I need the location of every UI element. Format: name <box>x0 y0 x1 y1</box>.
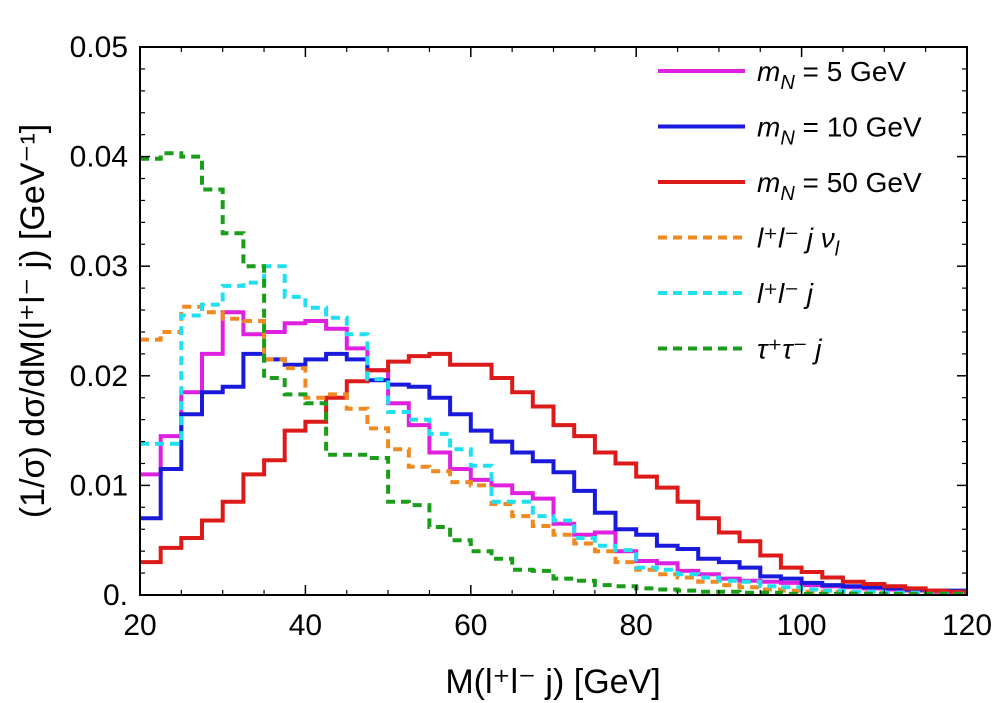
y-tick-label: 0.02 <box>70 360 128 393</box>
plot-frame <box>139 46 968 596</box>
legend-label-6: τ⁺τ⁻ j <box>757 334 822 365</box>
x-tick-label: 20 <box>123 609 156 642</box>
series-line-3 <box>140 351 967 594</box>
series-layer <box>140 151 967 596</box>
legend-label-1: mN = 5 GeV <box>757 56 906 94</box>
y-axis-title: (1/σ) dσ/dM(l⁺l⁻ j) [GeV⁻¹] <box>14 124 52 518</box>
y-tick-label: 0.01 <box>70 469 128 502</box>
ticks-layer: 20 40 60 80 100 120 0. 0.01 0.02 0.03 0.04 0.05 <box>70 31 992 642</box>
y-tick-label: 0.03 <box>70 250 128 283</box>
legend: mN = 5 GeV mN = 10 GeV mN = 50 GeV l⁺l⁻ j ν… <box>658 56 922 365</box>
y-tick-label: 0.05 <box>70 31 128 64</box>
y-tick-label: 0. <box>103 579 128 612</box>
x-tick-label: 120 <box>942 609 992 642</box>
x-tick-label: 80 <box>620 609 653 642</box>
y-tick-label: 0.04 <box>70 141 128 174</box>
series-line-6 <box>140 151 967 596</box>
x-tick-label: 100 <box>777 609 827 642</box>
legend-label-4: l⁺l⁻ j νl <box>757 223 840 261</box>
x-tick-label: 40 <box>289 609 322 642</box>
series-line-4 <box>140 304 967 596</box>
legend-label-3: mN = 50 GeV <box>757 167 922 205</box>
x-tick-label: 60 <box>454 609 487 642</box>
legend-label-2: mN = 10 GeV <box>757 112 922 150</box>
legend-label-5: l⁺l⁻ j <box>757 278 814 309</box>
x-axis-title: M(l⁺l⁻ j) [GeV] <box>445 663 660 701</box>
